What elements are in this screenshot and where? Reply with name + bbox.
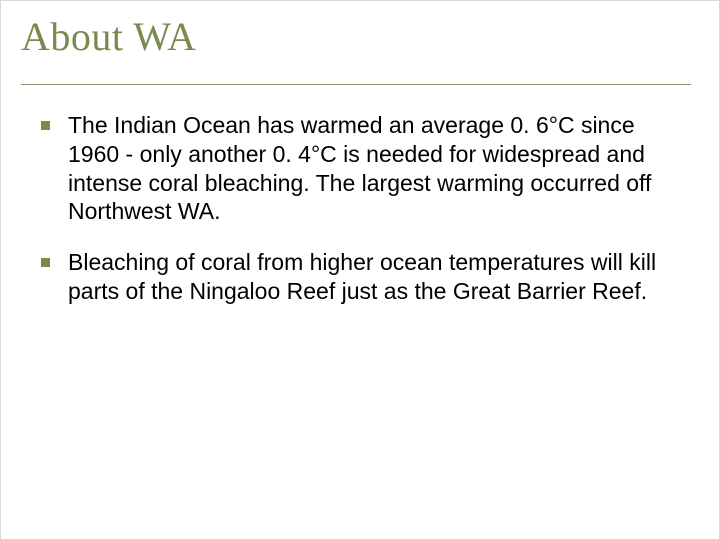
bullet-text: The Indian Ocean has warmed an average 0… <box>68 111 671 226</box>
list-item: The Indian Ocean has warmed an average 0… <box>41 111 671 226</box>
bullet-text: Bleaching of coral from higher ocean tem… <box>68 248 671 306</box>
square-bullet-icon <box>41 121 50 130</box>
list-item: Bleaching of coral from higher ocean tem… <box>41 248 671 306</box>
square-bullet-icon <box>41 258 50 267</box>
slide: About WA The Indian Ocean has warmed an … <box>0 0 720 540</box>
title-block: About WA <box>21 13 691 85</box>
title-underline <box>21 84 691 85</box>
slide-body: The Indian Ocean has warmed an average 0… <box>41 111 671 328</box>
slide-title: About WA <box>21 13 691 70</box>
